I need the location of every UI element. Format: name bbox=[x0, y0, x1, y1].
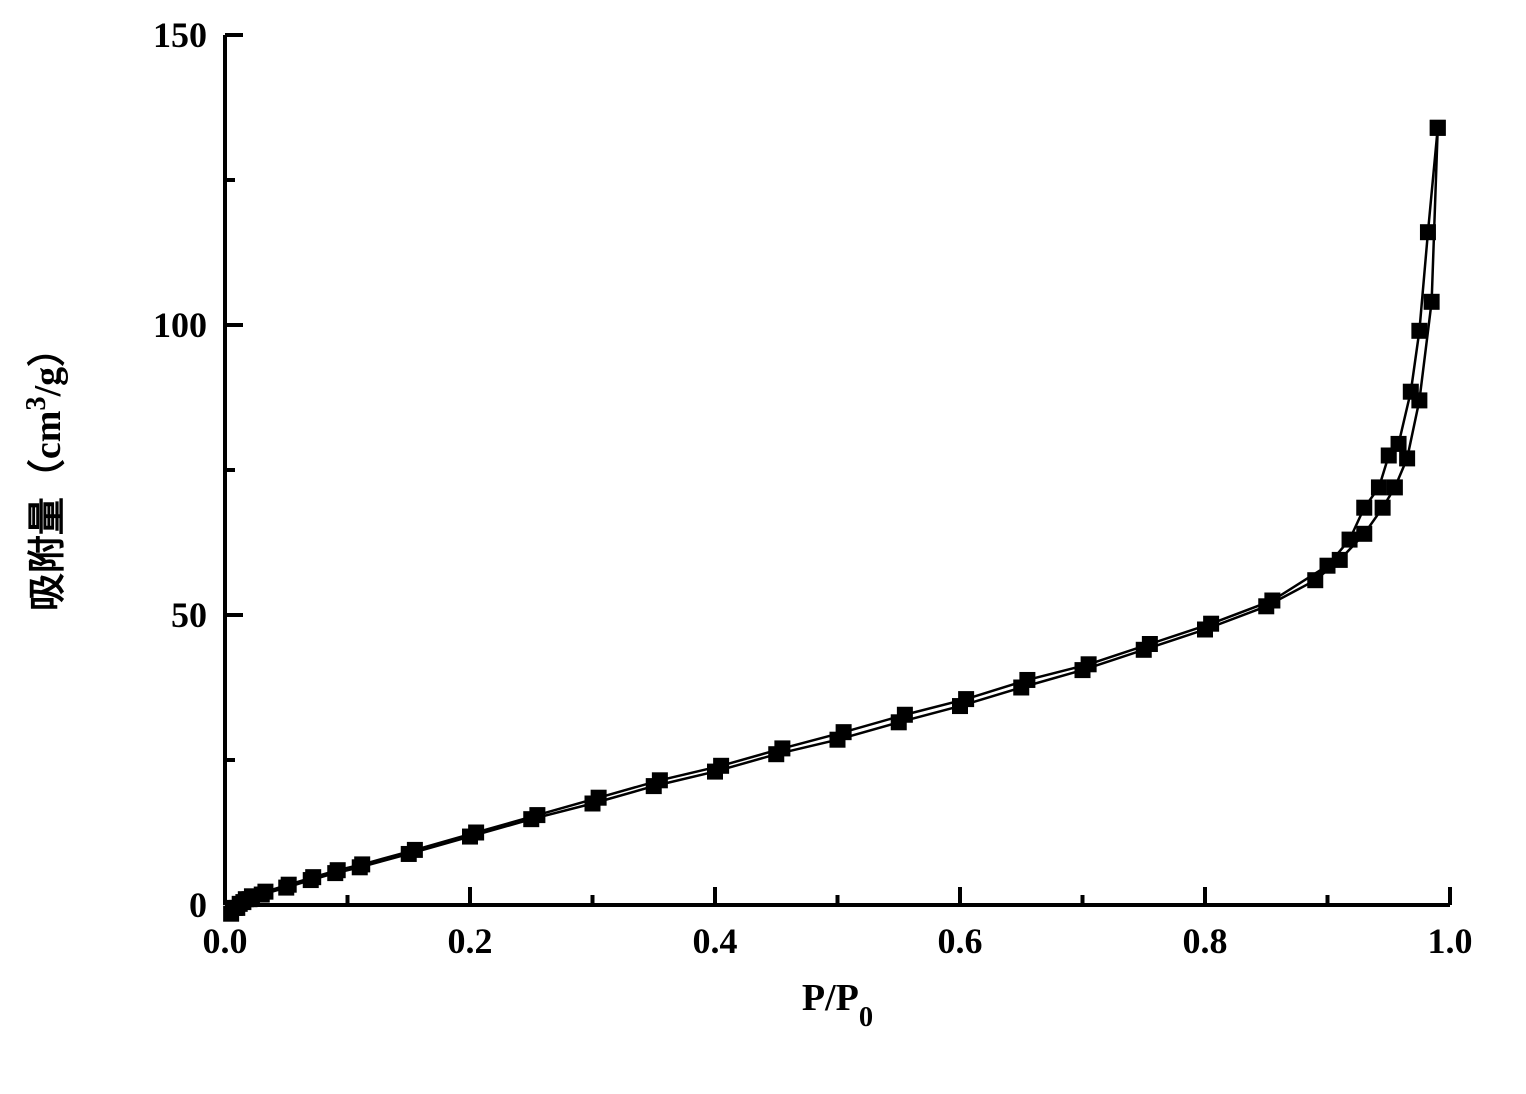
data-marker bbox=[713, 758, 729, 774]
data-marker bbox=[774, 740, 790, 756]
x-tick-label: 0.4 bbox=[693, 921, 738, 961]
x-tick-label: 1.0 bbox=[1428, 921, 1473, 961]
data-marker bbox=[1342, 532, 1358, 548]
x-tick-label: 0.8 bbox=[1183, 921, 1228, 961]
y-tick-label: 150 bbox=[153, 15, 207, 55]
chart-svg: 0.00.20.40.60.81.0050100150P/P0吸附量（cm3/g… bbox=[0, 0, 1526, 1094]
data-marker bbox=[1381, 448, 1397, 464]
x-tick-label: 0.2 bbox=[448, 921, 493, 961]
data-marker bbox=[1420, 224, 1436, 240]
data-marker bbox=[1375, 500, 1391, 516]
data-marker bbox=[1142, 636, 1158, 652]
data-marker bbox=[1399, 450, 1415, 466]
y-tick-label: 50 bbox=[171, 595, 207, 635]
data-marker bbox=[468, 825, 484, 841]
data-marker bbox=[1430, 120, 1446, 136]
isotherm-chart: 0.00.20.40.60.81.0050100150P/P0吸附量（cm3/g… bbox=[0, 0, 1526, 1094]
data-marker bbox=[305, 869, 321, 885]
data-marker bbox=[1320, 558, 1336, 574]
data-marker bbox=[836, 724, 852, 740]
data-marker bbox=[1307, 572, 1323, 588]
data-marker bbox=[330, 862, 346, 878]
data-marker bbox=[281, 877, 297, 893]
data-marker bbox=[1403, 384, 1419, 400]
x-tick-label: 0.0 bbox=[203, 921, 248, 961]
data-marker bbox=[652, 772, 668, 788]
data-marker bbox=[1424, 294, 1440, 310]
data-marker bbox=[354, 856, 370, 872]
data-marker bbox=[407, 842, 423, 858]
data-marker bbox=[1387, 479, 1403, 495]
data-marker bbox=[591, 790, 607, 806]
data-marker bbox=[958, 691, 974, 707]
data-marker bbox=[1411, 323, 1427, 339]
data-marker bbox=[1081, 656, 1097, 672]
y-tick-label: 0 bbox=[189, 885, 207, 925]
data-marker bbox=[227, 900, 243, 916]
data-marker bbox=[897, 707, 913, 723]
data-marker bbox=[1356, 500, 1372, 516]
data-marker bbox=[1356, 526, 1372, 542]
data-marker bbox=[1264, 593, 1280, 609]
y-tick-label: 100 bbox=[153, 305, 207, 345]
data-marker bbox=[529, 807, 545, 823]
data-marker bbox=[1019, 672, 1035, 688]
data-marker bbox=[1203, 616, 1219, 632]
x-tick-label: 0.6 bbox=[938, 921, 983, 961]
data-marker bbox=[1371, 479, 1387, 495]
y-axis-label: 吸附量（cm3/g） bbox=[21, 329, 70, 611]
